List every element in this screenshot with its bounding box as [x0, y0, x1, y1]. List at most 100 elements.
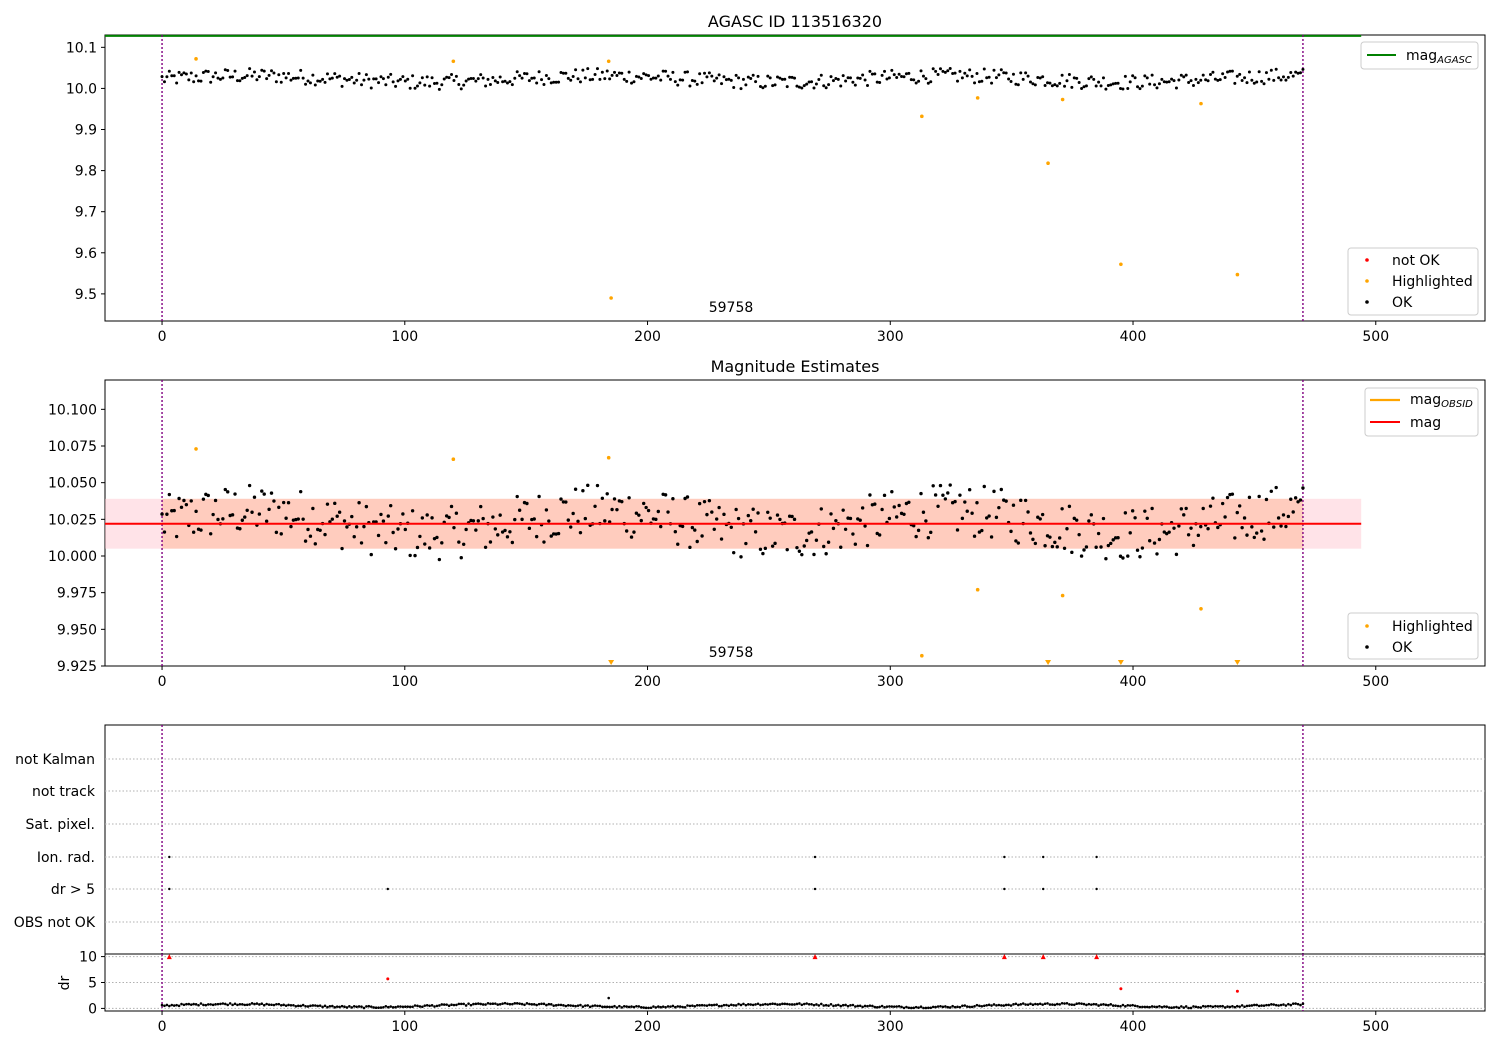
y-tick-label: 10 — [79, 950, 97, 966]
dr-point — [1014, 1002, 1018, 1006]
ok-point — [1240, 78, 1244, 82]
dr-point — [1097, 1004, 1100, 1007]
dr-point — [515, 1002, 519, 1005]
legend-label-mag-agasc: magAGASC — [1406, 48, 1472, 66]
flag-point — [1042, 887, 1045, 891]
ok-point — [1077, 80, 1081, 84]
ok-point — [206, 493, 210, 498]
dr-point — [1204, 1005, 1207, 1008]
ok-point — [474, 79, 478, 83]
ok-point — [230, 513, 235, 517]
ok-point — [1182, 75, 1186, 79]
ok-point — [162, 530, 167, 534]
ok-point — [513, 76, 517, 80]
dr-point — [549, 1003, 553, 1006]
ok-point — [1233, 536, 1237, 540]
legend-marker-ok — [1365, 645, 1369, 649]
ok-point — [1128, 531, 1132, 535]
dr-point — [1077, 1002, 1081, 1005]
dr-point — [1070, 1003, 1074, 1006]
dr-point — [1294, 1002, 1297, 1005]
legend-subscript: OBSID — [1441, 399, 1473, 410]
ok-point — [1299, 71, 1303, 75]
ok-point — [432, 82, 436, 86]
y-tick-label: 10.075 — [48, 439, 97, 455]
flags-panel: not Kalman not track Sat. pixel. Ion. ra… — [14, 724, 1486, 955]
dr-point — [652, 1005, 655, 1008]
ok-point — [683, 70, 687, 74]
ok-point — [415, 545, 420, 550]
ok-point — [1225, 495, 1230, 500]
dr-point — [491, 1002, 495, 1005]
ok-point — [1293, 496, 1298, 500]
dr-point — [895, 1005, 898, 1008]
ok-point — [681, 78, 685, 82]
dr-point — [1209, 1004, 1212, 1008]
ok-point — [1082, 85, 1086, 89]
ok-point — [919, 69, 923, 73]
ok-point — [1165, 531, 1169, 536]
dr-point — [245, 1003, 249, 1007]
ok-point — [968, 68, 972, 72]
highlighted-point — [1060, 97, 1065, 102]
dr-point — [177, 1004, 181, 1008]
ok-point — [1072, 76, 1076, 80]
ok-point — [856, 76, 860, 80]
ok-point — [724, 78, 728, 82]
ok-point — [960, 76, 964, 80]
ok-point — [897, 72, 901, 76]
ok-point — [274, 80, 278, 84]
dr-point — [428, 1004, 431, 1008]
dr-point — [800, 1003, 804, 1007]
dr-point — [481, 1003, 485, 1006]
ok-point — [318, 528, 322, 532]
flag-point — [1003, 855, 1006, 859]
ok-point — [958, 69, 962, 73]
dr-point — [547, 1002, 551, 1006]
dr-point — [418, 1005, 422, 1008]
ok-point — [834, 77, 838, 81]
ok-point — [734, 507, 738, 512]
dr-point — [1228, 1005, 1232, 1009]
dr-point — [326, 1005, 329, 1009]
dr-point — [299, 1004, 303, 1008]
ok-point — [904, 72, 908, 76]
ok-point — [644, 73, 648, 77]
ok-point — [513, 517, 517, 522]
ok-point — [770, 544, 775, 548]
ok-point — [841, 74, 845, 78]
ok-point — [175, 81, 179, 85]
ok-point — [1196, 81, 1200, 85]
ok-point — [1019, 71, 1023, 75]
magnitude-estimates-panel: Magnitude Estimates 0 100 200 300 400 500 9.92… — [48, 357, 1486, 690]
ok-point — [970, 74, 974, 78]
ok-point — [863, 524, 867, 528]
dr-point — [360, 1005, 363, 1008]
dr-point — [978, 1004, 981, 1008]
x-tick-label: 400 — [1120, 329, 1147, 345]
dr-point — [802, 1002, 806, 1006]
ok-point — [1007, 77, 1011, 81]
ok-point — [870, 72, 874, 76]
ok-point — [281, 500, 286, 505]
ok-point — [953, 71, 957, 75]
ok-point — [420, 516, 425, 520]
ok-point — [1267, 77, 1271, 81]
dr-point — [498, 1002, 502, 1006]
ok-point — [938, 483, 943, 488]
ok-point — [384, 540, 388, 545]
ok-point — [1233, 81, 1237, 85]
ok-point — [1296, 71, 1300, 75]
dr-point — [1162, 1005, 1166, 1008]
flag-point — [1003, 887, 1006, 891]
ok-point — [221, 76, 225, 80]
dr-point — [476, 1002, 480, 1005]
ok-point — [1058, 81, 1062, 85]
ok-point — [308, 81, 312, 85]
dr-point — [686, 1004, 689, 1007]
x-tick-label: 400 — [1120, 674, 1147, 690]
ok-point — [442, 77, 446, 81]
ok-point — [396, 527, 400, 531]
dr-point — [1189, 1006, 1193, 1010]
ok-point — [187, 78, 191, 82]
